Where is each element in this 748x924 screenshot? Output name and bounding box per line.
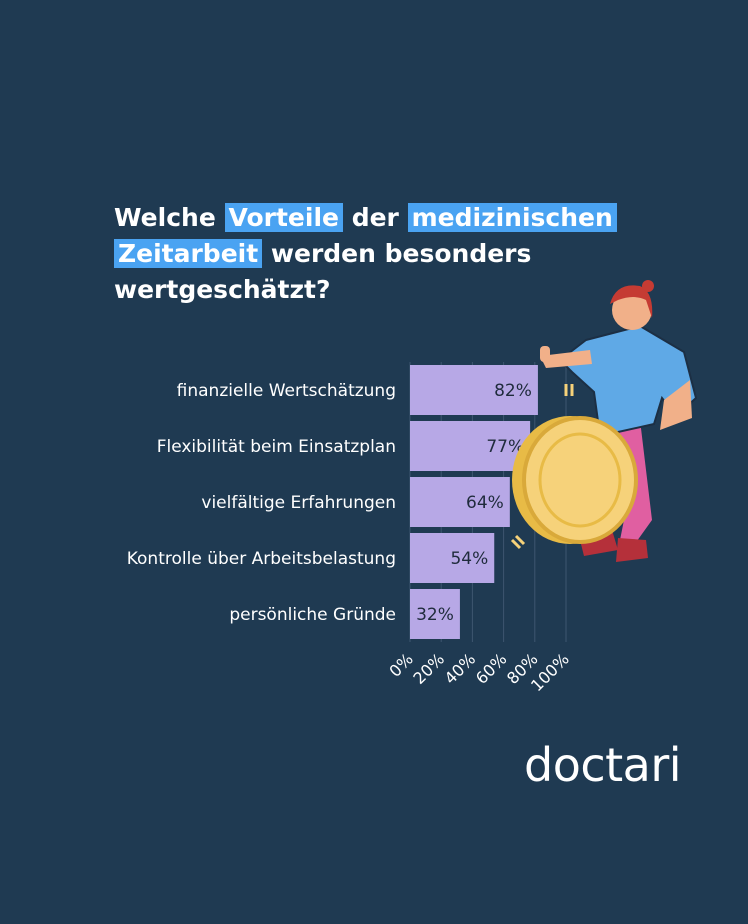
x-tick-label: 20%: [409, 649, 448, 688]
bar: [410, 477, 510, 527]
data-label: 77%: [486, 437, 524, 457]
data-label: 64%: [466, 493, 504, 513]
category-label: Flexibilität beim Einsatzplan: [157, 437, 396, 457]
bars: finanzielle Wertschätzung 82% Flexibilität…: [127, 365, 538, 639]
x-tick-labels: 0%20%40%60%80%100%: [385, 649, 572, 695]
category-label: persönliche Gründe: [229, 605, 396, 625]
title-part: Welche: [114, 203, 225, 232]
title-highlight: medizinischen: [407, 203, 617, 232]
data-label: 54%: [450, 549, 488, 569]
category-label: Kontrolle über Arbeitsbelastung: [127, 549, 396, 569]
bar: [410, 533, 495, 583]
doctari-logo: doctari: [524, 738, 682, 792]
bar: [410, 589, 460, 639]
x-tick-label: 40%: [441, 649, 480, 688]
data-label: 32%: [416, 605, 454, 625]
bar: [410, 365, 538, 415]
illustration: [510, 280, 698, 562]
title-part: wertgeschätzt?: [114, 275, 331, 304]
title-highlight: Zeitarbeit: [114, 239, 263, 268]
category-label: vielfältige Erfahrungen: [201, 493, 396, 513]
title-part: werden besonders: [262, 239, 532, 268]
title-highlight: Vorteile: [224, 203, 343, 232]
bar: [410, 421, 531, 471]
x-tick-label: 60%: [472, 649, 511, 688]
chart-title: Welche Vorteile der medizinischen Zeitar…: [114, 200, 634, 308]
category-label: finanzielle Wertschätzung: [177, 381, 396, 401]
data-label: 82%: [494, 381, 532, 401]
title-part: der: [343, 203, 408, 232]
